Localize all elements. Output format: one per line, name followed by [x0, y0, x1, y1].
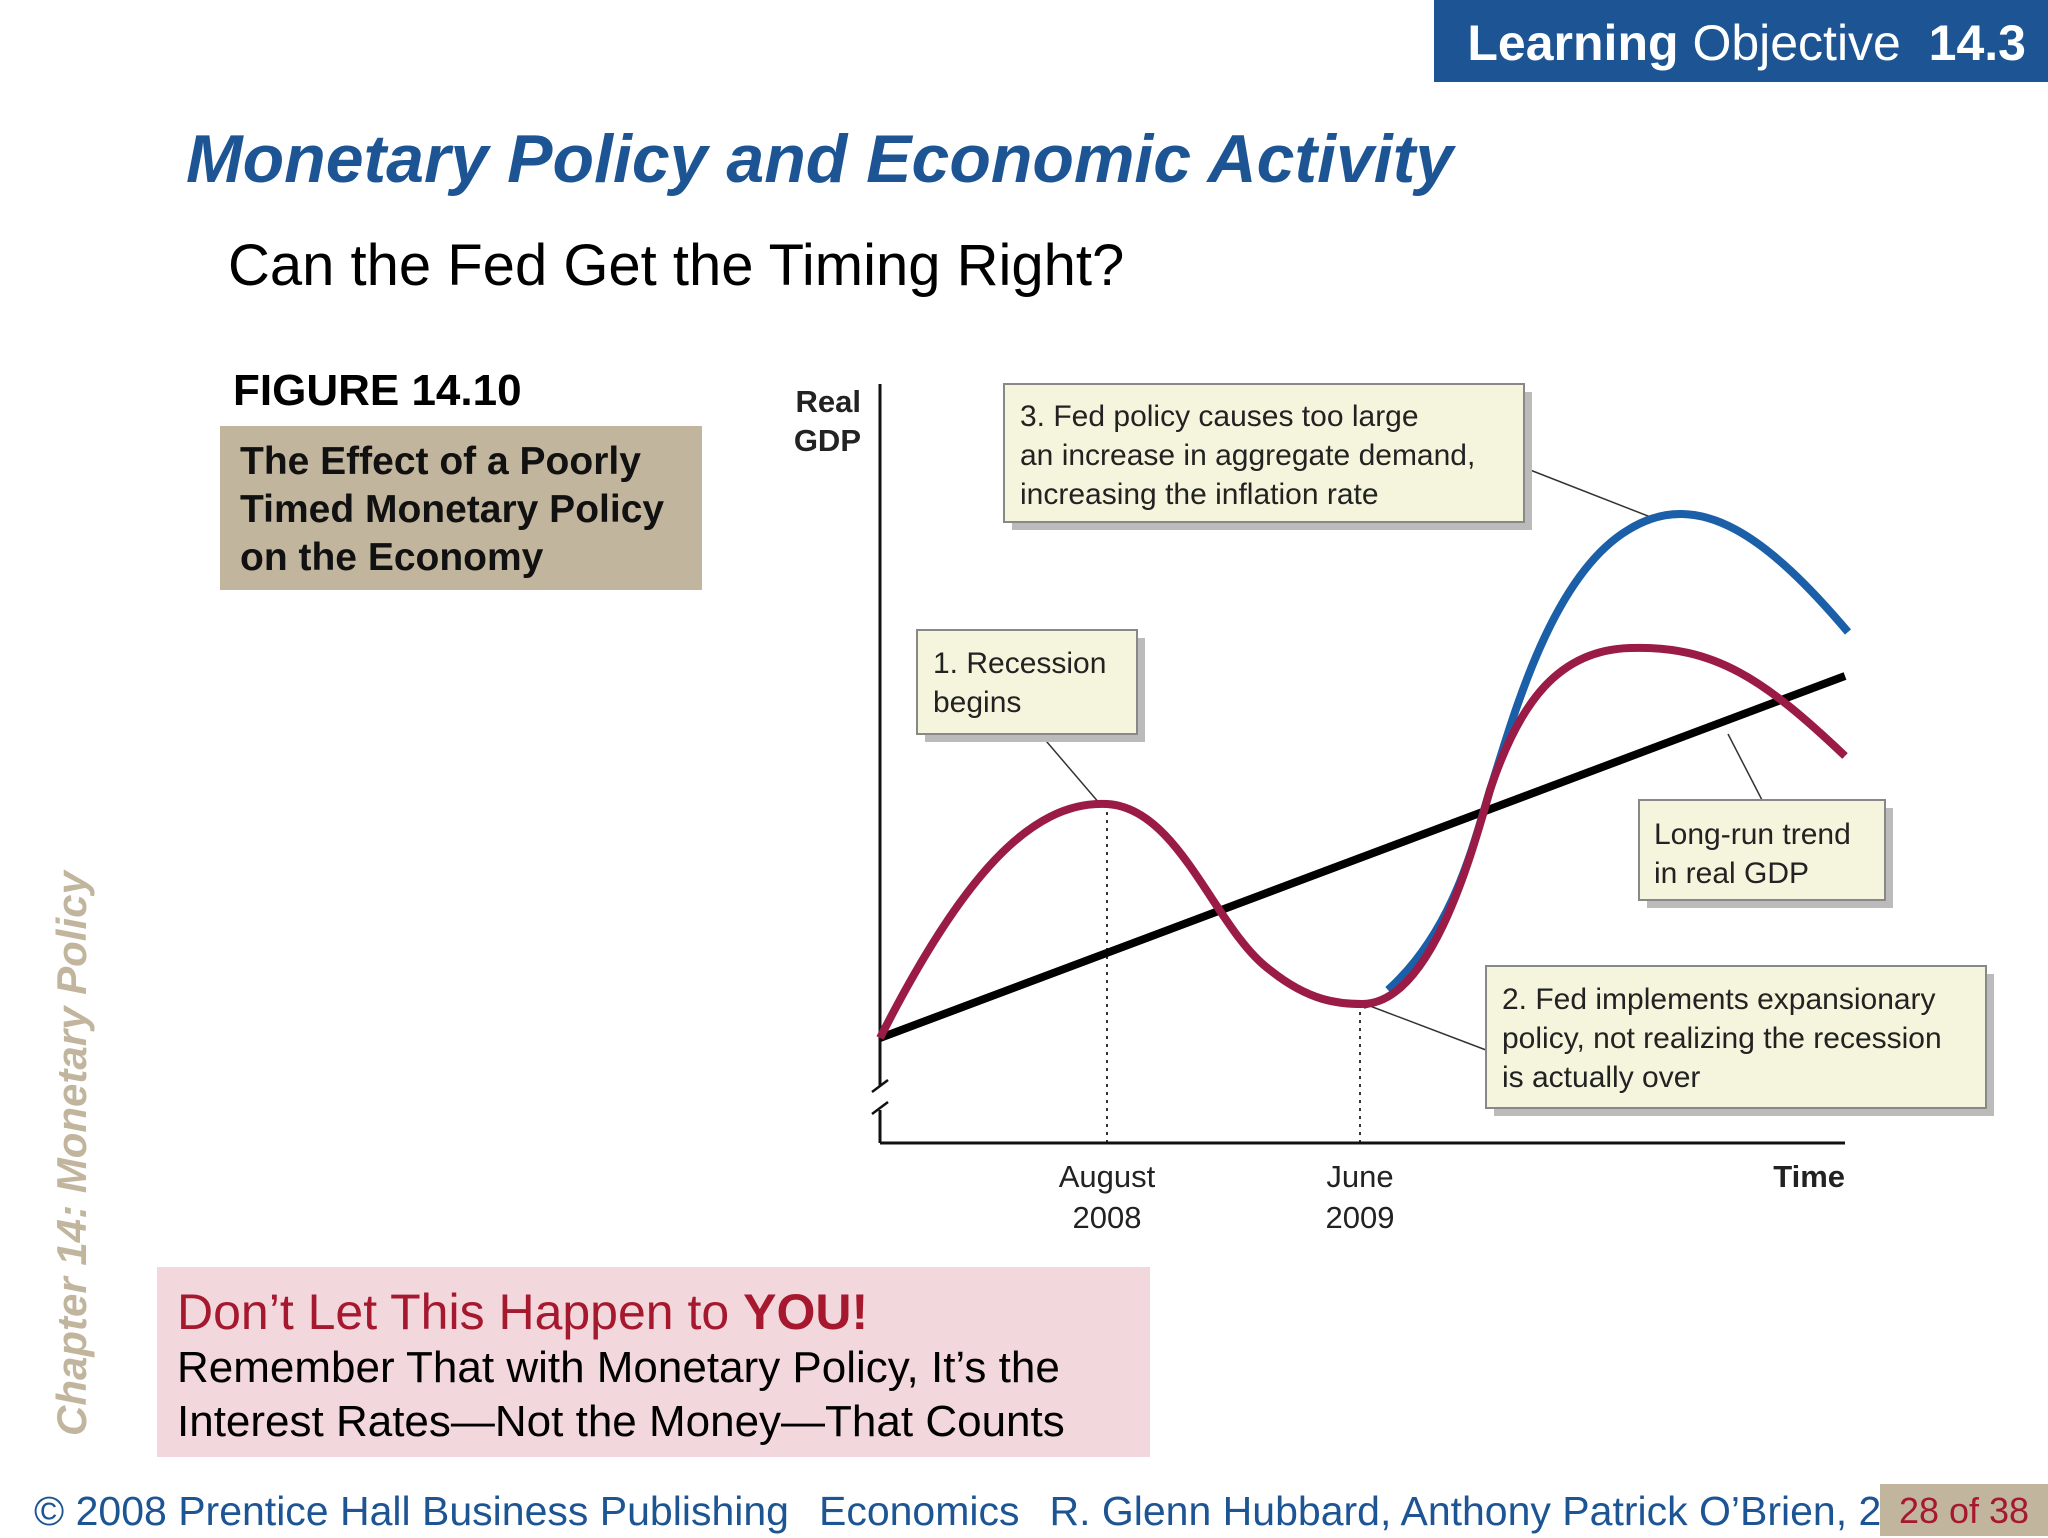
annotation-expansionary-line1: 2. Fed implements expansionary [1502, 983, 1936, 1016]
learning-objective-banner: Learning Objective 14.3 [1434, 0, 2048, 82]
axis-break-icon [871, 1079, 889, 1115]
leader-trend [1727, 733, 1763, 801]
callout-heading-start: Don’t Let This Happen to [177, 1284, 744, 1340]
slide-title: Monetary Policy and Economic Activity [186, 121, 1454, 197]
dont-let-this-happen-callout: Don’t Let This Happen to YOU! Remember T… [157, 1267, 1150, 1457]
slide-subtitle: Can the Fed Get the Timing Right? [228, 233, 1125, 298]
annotation-recession-line2: begins [933, 686, 1021, 719]
x-tick-2009: 2009 [1326, 1200, 1395, 1235]
y-label-line2: GDP [794, 423, 861, 458]
callout-heading: Don’t Let This Happen to YOU! [177, 1283, 1130, 1341]
x-tick-2008: 2008 [1073, 1200, 1142, 1235]
annotation-too-large-line1: 3. Fed policy causes too large [1020, 400, 1419, 433]
series-with-fed-policy [1385, 510, 1852, 993]
annotation-recession-line1: 1. Recession [933, 647, 1106, 680]
annotation-trend: Long-run trend in real GDP [1638, 799, 1893, 908]
page-number: 28 of 38 [1880, 1484, 2048, 1536]
annotation-expansionary-line2: policy, not realizing the recession [1502, 1022, 1942, 1055]
figure-label: FIGURE 14.10 [233, 366, 522, 415]
banner-rest: Objective [1692, 15, 1901, 71]
figure-caption: The Effect of a Poorly Timed Monetary Po… [220, 426, 702, 590]
footer-authors: R. Glenn Hubbard, Anthony Patrick O’Brie… [1049, 1488, 1916, 1534]
annotation-expansionary-line3: is actually over [1502, 1061, 1700, 1094]
annotation-expansionary: 2. Fed implements expansionary policy, n… [1485, 965, 1994, 1116]
x-tick-june: June [1326, 1159, 1393, 1194]
annotation-trend-line1: Long-run trend [1654, 818, 1851, 851]
x-label: Time [1773, 1159, 1845, 1194]
annotation-recession: 1. Recession begins [916, 629, 1145, 742]
annotation-too-large-line2: an increase in aggregate demand, [1020, 439, 1475, 472]
callout-heading-bold: YOU! [743, 1284, 869, 1340]
axis-break-gap [874, 1086, 886, 1110]
series-real-gdp [876, 643, 1848, 1040]
leader-too-large [1524, 467, 1654, 519]
leader-expansionary-2 [1369, 1005, 1487, 1051]
annotation-too-large: 3. Fed policy causes too large an increa… [1003, 383, 1532, 530]
x-tick-august: August [1059, 1159, 1156, 1194]
y-label-line1: Real [796, 384, 861, 419]
footer-copyright: © 2008 Prentice Hall Business Publishing [34, 1488, 789, 1534]
footer: © 2008 Prentice Hall Business Publishing… [34, 1488, 1916, 1535]
footer-book: Economics [818, 1488, 1020, 1534]
banner-number: 14.3 [1928, 15, 2026, 71]
callout-body: Remember That with Monetary Policy, It’s… [177, 1343, 1065, 1446]
annotation-trend-line2: in real GDP [1654, 857, 1809, 890]
annotation-too-large-line3: increasing the inflation rate [1020, 478, 1379, 511]
banner-strong: Learning [1467, 15, 1679, 71]
series-long-run-trend [878, 672, 1847, 1042]
